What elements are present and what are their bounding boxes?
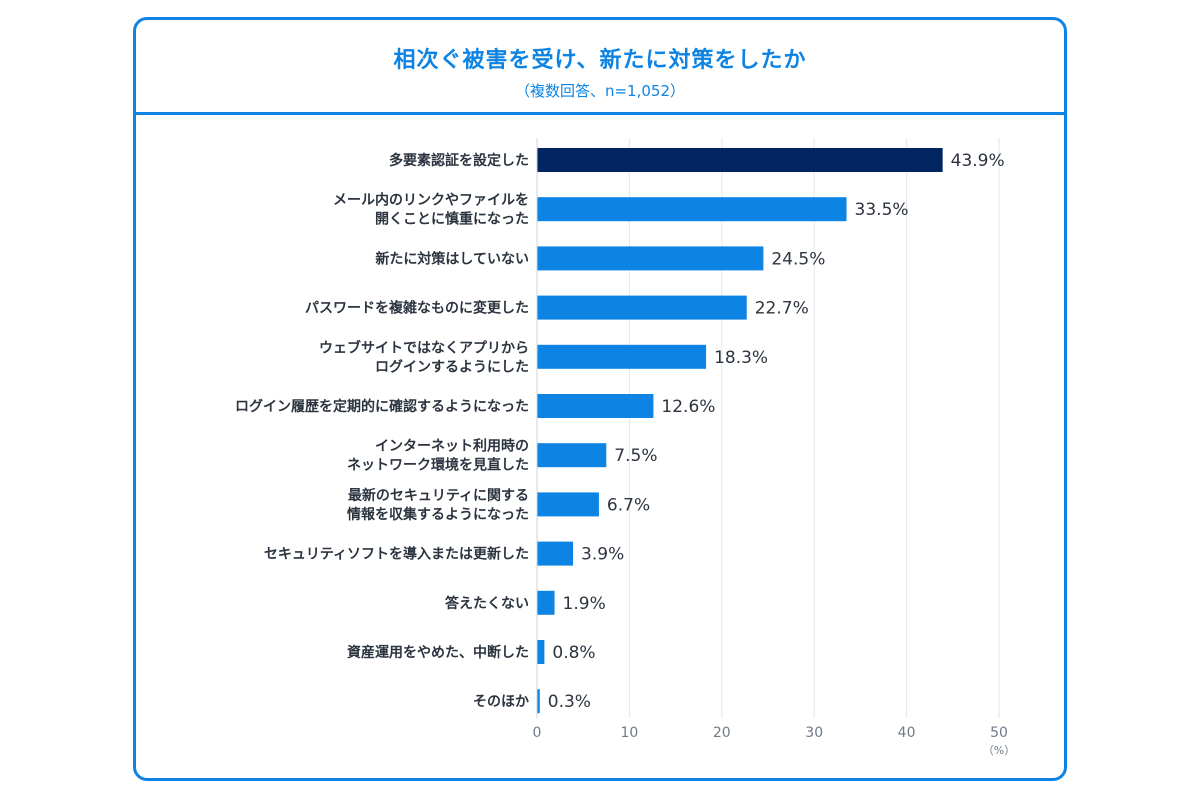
bar bbox=[537, 148, 943, 172]
value-label: 6.7% bbox=[607, 495, 650, 515]
category-label-line: セキュリティソフトを導入または更新した bbox=[264, 546, 529, 563]
bar bbox=[537, 246, 764, 271]
category-label: 答えたくない bbox=[445, 595, 529, 612]
category-label-line: 情報を収集するようになった bbox=[347, 506, 529, 523]
category-label: 新たに対策はしていない bbox=[375, 250, 529, 267]
bar bbox=[537, 197, 847, 222]
category-label-line: ネットワーク環境を見直した bbox=[347, 457, 529, 474]
value-label: 33.5% bbox=[855, 200, 909, 220]
x-unit-label: （%） bbox=[983, 744, 1015, 757]
category-label-line: インターネット利用時の bbox=[375, 438, 529, 455]
x-tick-label: 20 bbox=[713, 725, 731, 741]
value-label: 43.9% bbox=[951, 151, 1005, 171]
bar bbox=[537, 443, 607, 468]
bar bbox=[537, 590, 555, 615]
category-label-line: メール内のリンクやファイルを bbox=[333, 192, 529, 209]
category-label: セキュリティソフトを導入または更新した bbox=[264, 546, 529, 563]
category-label-line: ログイン履歴を定期的に確認するようになった bbox=[235, 398, 529, 415]
x-tick-label: 0 bbox=[533, 725, 542, 741]
category-label: そのほか bbox=[473, 694, 529, 710]
category-label-line: 開くことに慎重になった bbox=[375, 211, 529, 228]
category-label: 多要素認証を設定した bbox=[389, 152, 529, 169]
value-label: 12.6% bbox=[661, 397, 715, 417]
chart-subtitle: （複数回答、n=1,052） bbox=[514, 82, 686, 100]
x-tick-label: 40 bbox=[898, 725, 916, 741]
category-label-line: ログインするようにした bbox=[375, 358, 529, 375]
chart-header: 相次ぐ被害を受け、新たに対策をしたか （複数回答、n=1,052） bbox=[136, 20, 1064, 115]
x-tick-label: 50 bbox=[990, 725, 1008, 741]
bar bbox=[537, 640, 545, 664]
value-label: 22.7% bbox=[755, 299, 809, 319]
value-label: 18.3% bbox=[714, 348, 768, 368]
bar bbox=[537, 689, 540, 714]
value-label: 24.5% bbox=[771, 249, 825, 269]
chart-title: 相次ぐ被害を受け、新たに対策をしたか bbox=[393, 48, 807, 73]
bar bbox=[537, 344, 707, 369]
category-label-line: そのほか bbox=[473, 694, 529, 710]
bar bbox=[537, 492, 599, 517]
category-label-line: 答えたくない bbox=[445, 595, 529, 612]
category-label: 資産運用をやめた、中断した bbox=[347, 644, 529, 661]
category-label-line: パスワードを複雑なものに変更した bbox=[305, 300, 529, 317]
category-label-line: 最新のセキュリティに関する bbox=[348, 487, 529, 504]
bar bbox=[537, 394, 654, 418]
value-label: 0.8% bbox=[552, 643, 595, 663]
category-label: パスワードを複雑なものに変更した bbox=[305, 300, 529, 317]
x-tick-label: 10 bbox=[620, 725, 638, 741]
category-label: 最新のセキュリティに関する情報を収集するようになった bbox=[347, 487, 529, 523]
category-label: ウェブサイトではなくアプリからログインするようにした bbox=[319, 339, 529, 375]
value-label: 3.9% bbox=[581, 545, 624, 565]
category-label: メール内のリンクやファイルを開くことに慎重になった bbox=[333, 192, 529, 228]
category-label-line: 多要素認証を設定した bbox=[389, 152, 529, 169]
category-label-line: 資産運用をやめた、中断した bbox=[347, 644, 529, 661]
value-label: 0.3% bbox=[548, 692, 591, 712]
x-tick-label: 30 bbox=[805, 725, 823, 741]
category-label-line: 新たに対策はしていない bbox=[375, 250, 529, 267]
value-label: 7.5% bbox=[614, 446, 657, 466]
category-label: ログイン履歴を定期的に確認するようになった bbox=[235, 398, 529, 415]
category-label-line: ウェブサイトではなくアプリから bbox=[319, 339, 529, 356]
value-label: 1.9% bbox=[563, 594, 606, 614]
category-label: インターネット利用時のネットワーク環境を見直した bbox=[347, 438, 529, 474]
bar bbox=[537, 295, 747, 320]
bar bbox=[537, 541, 574, 566]
